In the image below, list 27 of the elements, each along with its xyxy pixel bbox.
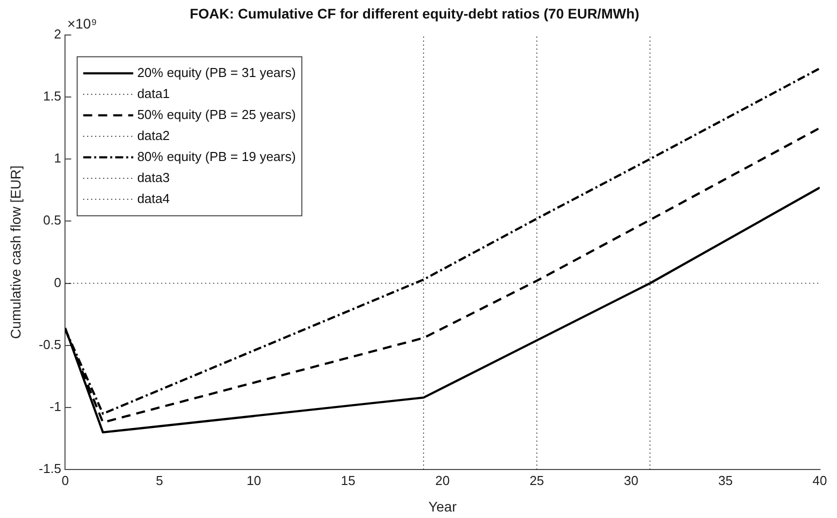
y-tick-label: 2 [54,26,62,42]
y-tick-label: 0.5 [43,212,62,228]
y-axis-title: Cumulative cash flow [EUR] [7,165,24,339]
x-axis-title: Year [428,498,457,514]
legend-label: data4 [137,190,170,206]
y-tick-label: 1.5 [43,88,62,104]
x-tick-label: 25 [530,472,544,488]
chart-title: FOAK: Cumulative CF for different equity-debt ratios (70 EUR/MWh) [190,5,640,22]
x-tick-label: 15 [340,472,356,488]
x-tick-label: 40 [812,472,828,488]
x-tick-label: 35 [718,472,733,488]
x-tick-label: 20 [435,472,450,488]
text: ×10⁹ [67,16,97,32]
x-tick-label: 10 [246,472,262,488]
y-tick-label: 0 [54,274,62,290]
y-tick-label: -1 [50,399,62,414]
legend-label: 20% equity (PB = 31 years) [137,64,296,80]
y-tick-label: -1.5 [38,461,62,476]
legend-label: 50% equity (PB = 25 years) [137,106,296,122]
x-tick-label: 30 [624,472,638,488]
legend-label: data3 [137,170,170,185]
x-tick-label: 5 [156,472,164,488]
y-tick-label: -0.5 [38,336,62,352]
legend-label: 80% equity (PB = 19 years) [137,148,296,164]
legend-label: data1 [137,86,170,101]
legend-label: data2 [137,128,170,143]
y-tick-label: 1 [54,150,62,166]
